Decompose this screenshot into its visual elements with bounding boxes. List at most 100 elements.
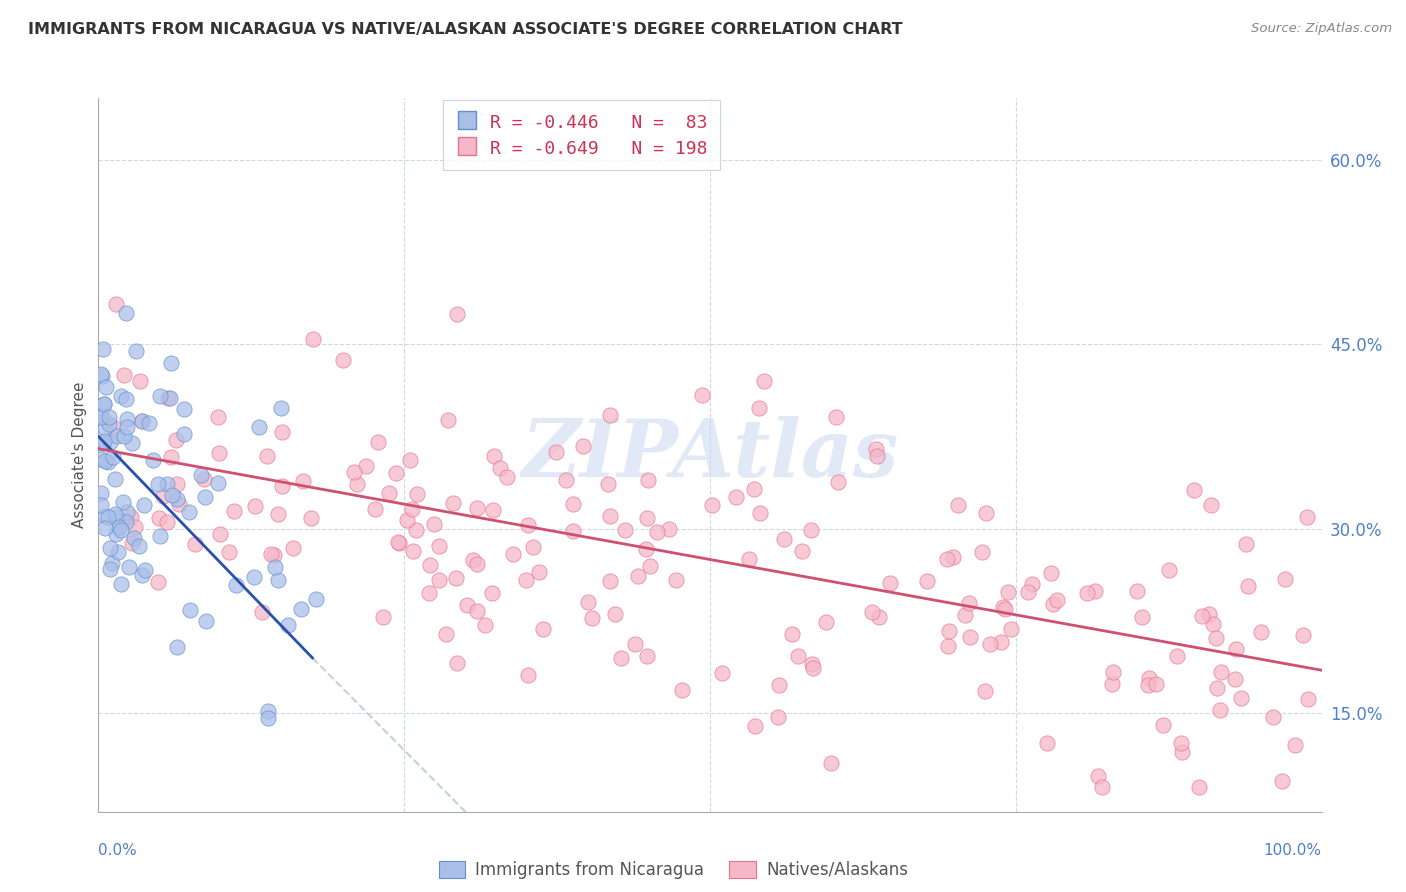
Point (1229, 690, 1251, 705)
Point (790, 543, 813, 558)
Point (610, 650, 633, 665)
Point (299, 511, 322, 525)
Point (208, 446, 231, 460)
Point (193, 472, 215, 486)
Point (1171, 745, 1194, 759)
Point (522, 540, 544, 554)
Point (194, 614, 217, 628)
Point (474, 617, 496, 632)
Point (1159, 563, 1181, 577)
Point (627, 569, 650, 583)
Point (277, 618, 299, 632)
Point (120, 510, 142, 524)
Point (132, 498, 155, 512)
Point (371, 610, 394, 624)
Point (93, 508, 115, 523)
Point (1137, 678, 1160, 692)
Point (129, 374, 152, 388)
Point (405, 523, 427, 537)
Point (94, 454, 117, 468)
Point (243, 499, 266, 513)
Point (946, 498, 969, 512)
Point (1166, 649, 1188, 664)
Point (624, 637, 647, 651)
Point (384, 466, 406, 480)
Point (90, 409, 112, 423)
Point (1170, 736, 1192, 750)
Point (367, 435, 389, 450)
Point (104, 510, 127, 524)
Point (814, 615, 837, 629)
Point (465, 558, 488, 572)
Y-axis label: Associate's Degree: Associate's Degree (72, 382, 87, 528)
Point (860, 605, 883, 619)
Point (138, 416, 160, 430)
Point (1000, 622, 1022, 636)
Point (1296, 691, 1319, 706)
Point (148, 574, 170, 589)
Point (91, 436, 114, 450)
Point (768, 709, 790, 723)
Point (142, 453, 165, 467)
Point (402, 544, 425, 558)
Point (110, 577, 132, 591)
Point (108, 519, 131, 533)
Point (489, 460, 512, 475)
Point (959, 630, 981, 644)
Point (1205, 681, 1227, 695)
Point (364, 501, 387, 516)
Point (820, 756, 842, 771)
Point (290, 601, 312, 615)
Point (419, 558, 441, 573)
Point (208, 527, 231, 541)
Point (1084, 583, 1107, 598)
Point (1201, 498, 1223, 512)
Point (131, 414, 153, 428)
Point (516, 668, 538, 682)
Point (942, 549, 965, 564)
Text: ZIPAtlas: ZIPAtlas (522, 417, 898, 493)
Point (1209, 665, 1232, 680)
Point (107, 545, 129, 559)
Text: IMMIGRANTS FROM NICARAGUA VS NATIVE/ALASKAN ASSOCIATE'S DEGREE CORRELATION CHART: IMMIGRANTS FROM NICARAGUA VS NATIVE/ALAS… (28, 22, 903, 37)
Point (110, 389, 132, 403)
Point (93, 434, 115, 449)
Point (121, 436, 143, 450)
Point (97, 417, 120, 431)
Point (1042, 597, 1064, 611)
Point (1126, 583, 1149, 598)
Point (94, 380, 117, 394)
Point (974, 684, 997, 698)
Point (953, 607, 976, 622)
Point (405, 486, 427, 500)
Point (1137, 671, 1160, 685)
Point (166, 492, 188, 507)
Point (90, 486, 112, 500)
Point (529, 565, 551, 579)
Point (749, 506, 772, 520)
Point (637, 511, 659, 525)
Point (915, 574, 938, 589)
Point (599, 574, 621, 589)
Point (169, 497, 191, 511)
Point (179, 602, 201, 616)
Point (711, 666, 734, 681)
Point (744, 719, 766, 733)
Point (465, 604, 488, 618)
Point (207, 476, 229, 491)
Point (1101, 677, 1123, 691)
Point (173, 426, 195, 441)
Point (179, 505, 201, 519)
Point (1234, 536, 1257, 550)
Point (603, 607, 626, 622)
Point (427, 539, 450, 553)
Point (879, 576, 901, 591)
Point (671, 682, 693, 697)
Point (1144, 676, 1167, 690)
Point (866, 449, 889, 463)
Point (271, 479, 294, 493)
Point (104, 472, 127, 486)
Point (1263, 710, 1285, 724)
Point (446, 307, 468, 321)
Point (957, 596, 980, 610)
